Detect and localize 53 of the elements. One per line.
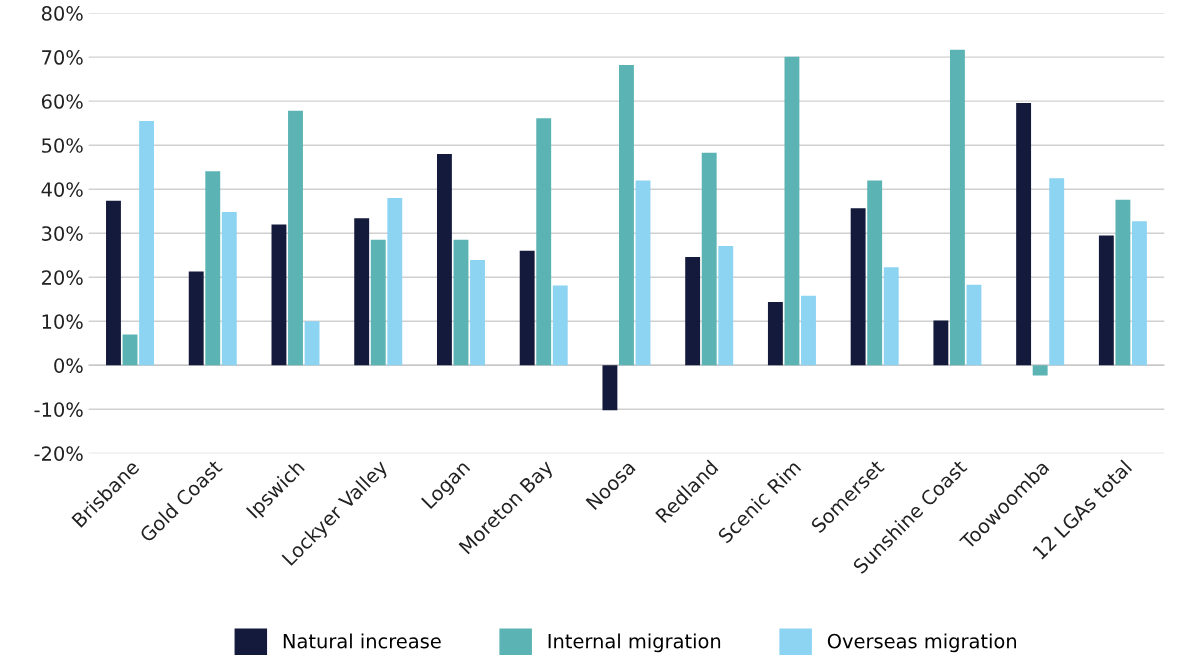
bar [602, 365, 618, 411]
y-tick-label: 0% [54, 358, 83, 373]
bar [933, 320, 949, 366]
bar [552, 285, 568, 366]
bar [1132, 221, 1147, 366]
bar [718, 246, 734, 366]
bar [536, 118, 552, 366]
bar [470, 260, 485, 366]
bar [867, 180, 883, 366]
bar [354, 218, 370, 366]
y-tick-label: -10% [34, 402, 83, 417]
bar [966, 284, 982, 366]
bar [635, 180, 651, 366]
bar [949, 49, 965, 366]
legend-label: Natural increase [283, 633, 441, 649]
bar [685, 257, 701, 366]
y-tick-label: 70% [42, 50, 83, 65]
bar [619, 65, 634, 366]
bar [122, 334, 138, 366]
bar [453, 239, 469, 366]
bar [1049, 178, 1065, 366]
y-tick-label: 10% [42, 314, 83, 329]
y-tick-label: 80% [41, 6, 83, 21]
bar [1098, 235, 1114, 366]
y-tick-label: 50% [42, 138, 83, 153]
bar [436, 154, 452, 366]
bar [387, 198, 403, 366]
bar [139, 120, 155, 366]
bar [205, 171, 221, 366]
y-tick-label: 30% [42, 226, 83, 241]
bar [304, 321, 320, 366]
bar [767, 301, 783, 366]
bar [1032, 365, 1048, 376]
bar [1115, 199, 1131, 366]
bar [370, 239, 386, 366]
bar [271, 224, 287, 366]
bar [1016, 102, 1032, 366]
y-tick-label: 20% [42, 270, 83, 285]
bar [106, 200, 121, 366]
legend-label: Overseas migration [827, 633, 1017, 653]
y-tick-label: -20% [34, 446, 83, 461]
bar [221, 212, 237, 366]
y-tick-label: 40% [41, 182, 83, 197]
bar [519, 250, 535, 366]
bar [883, 267, 899, 366]
bar [188, 271, 204, 366]
y-tick-label: 60% [41, 94, 83, 109]
bar [784, 56, 800, 366]
bar [288, 110, 303, 366]
bar [850, 208, 866, 366]
bar [701, 152, 717, 366]
bar [801, 295, 816, 366]
legend-label: Internal migration [548, 633, 721, 653]
